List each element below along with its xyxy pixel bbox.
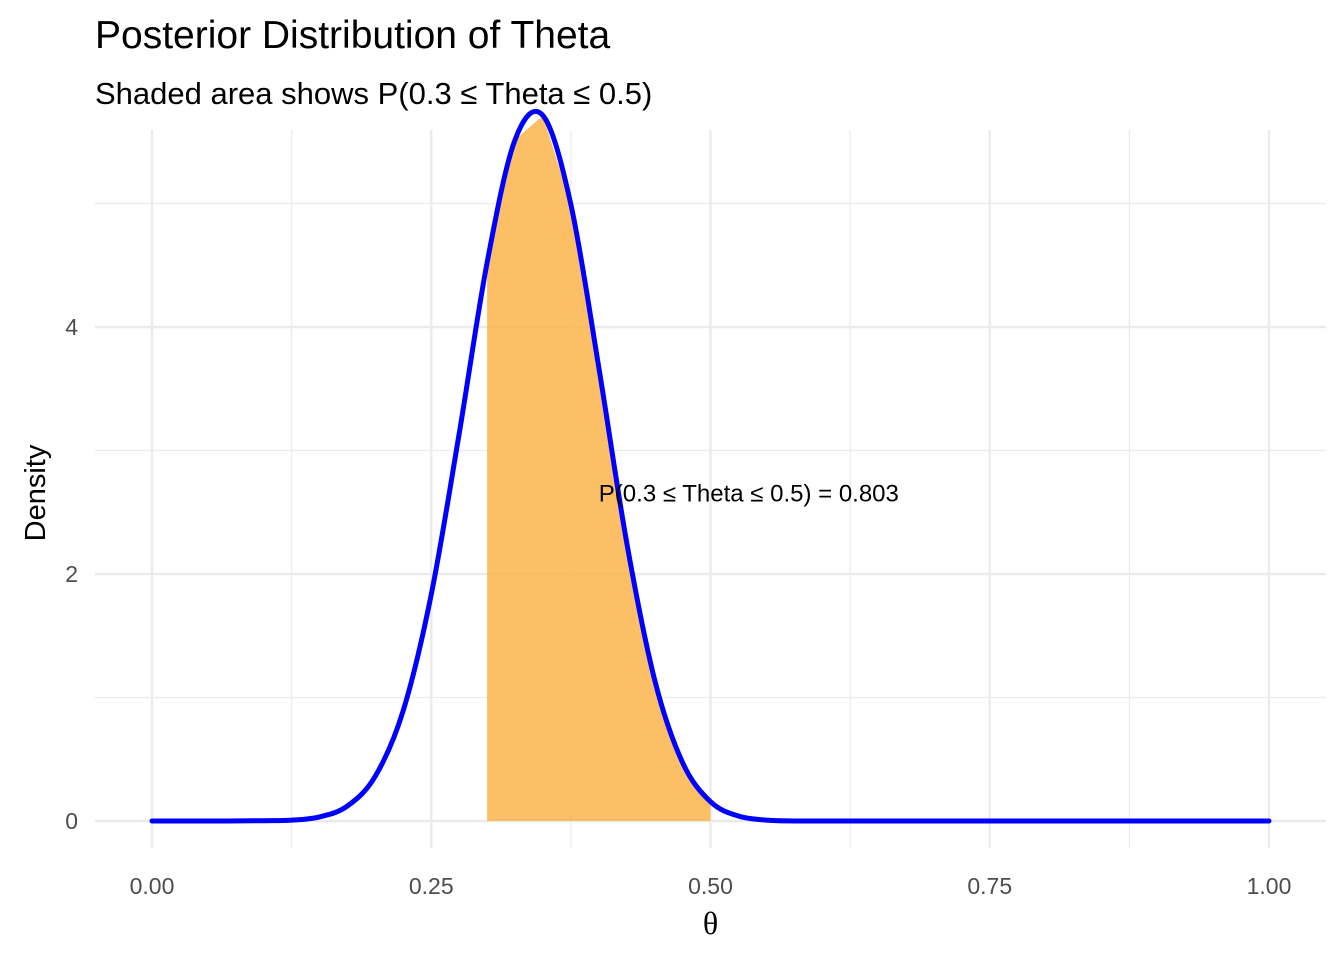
- x-tick-label: 0.00: [130, 873, 175, 899]
- x-tick-label: 0.50: [688, 873, 733, 899]
- y-tick-label: 2: [65, 561, 78, 587]
- probability-annotation: P(0.3 ≤ Theta ≤ 0.5) = 0.803: [599, 481, 899, 508]
- y-axis-ticks: 0 2 4: [65, 314, 78, 834]
- density-curve-line: [149, 108, 1272, 824]
- x-tick-label: 1.00: [1247, 873, 1292, 899]
- x-axis-ticks: 0.00 0.25 0.50 0.75 1.00: [130, 873, 1292, 899]
- chart-title: Posterior Distribution of Theta: [95, 14, 611, 57]
- y-axis-title: Density: [20, 444, 52, 541]
- shaded-probability-area: [487, 115, 711, 822]
- x-tick-label: 0.25: [409, 873, 454, 899]
- chart-subtitle: Shaded area shows P(0.3 ≤ Theta ≤ 0.5): [95, 76, 653, 111]
- x-tick-label: 0.75: [967, 873, 1012, 899]
- x-axis-title: θ: [703, 905, 718, 941]
- y-tick-label: 0: [65, 808, 78, 834]
- y-tick-label: 4: [65, 314, 78, 340]
